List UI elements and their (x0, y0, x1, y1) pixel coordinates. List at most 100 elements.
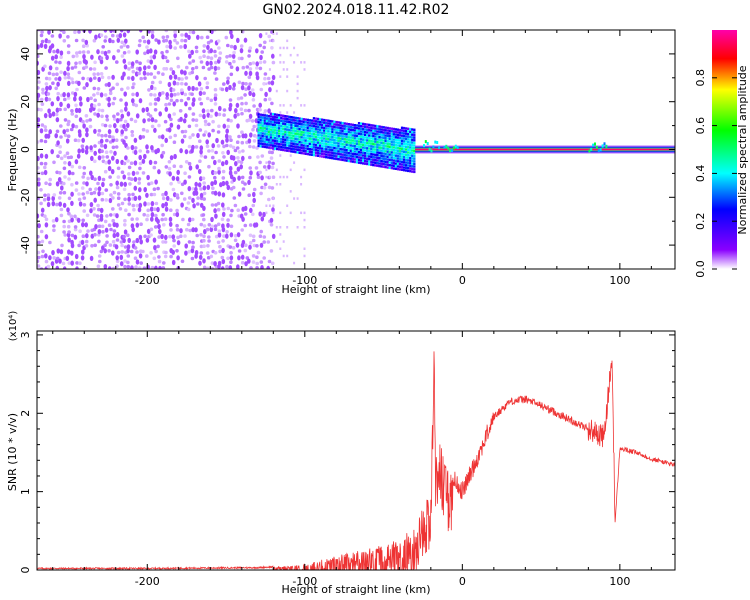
heatmap-cell (267, 128, 271, 131)
heatmap-cell (203, 229, 207, 235)
heatmap-cell (599, 148, 602, 152)
heatmap-cell (398, 147, 402, 150)
heatmap-cell (276, 126, 279, 130)
heatmap-cell (186, 96, 191, 101)
heatmap-cell (341, 143, 344, 146)
heatmap-cell (366, 123, 369, 126)
heatmap-cell (343, 127, 346, 130)
heatmap-cell (206, 184, 211, 190)
heatmap-cell (216, 130, 221, 134)
heatmap-cell (258, 234, 263, 238)
heatmap-cell (269, 120, 273, 123)
heatmap-cell (310, 143, 314, 146)
heatmap-cell (191, 240, 195, 245)
heatmap-cell (108, 91, 113, 96)
heatmap-cell (380, 141, 383, 144)
heatmap-cell (333, 125, 336, 129)
heatmap-cell (109, 227, 113, 232)
heatmap-cell (390, 151, 393, 154)
heatmap-cell (268, 68, 271, 71)
heatmap-cell (333, 139, 336, 142)
heatmap-cell (251, 203, 256, 208)
heatmap-cell (122, 71, 126, 77)
heatmap-cell (96, 112, 100, 118)
heatmap-cell (292, 132, 295, 135)
heatmap-cell (325, 129, 328, 133)
heatmap-cell (380, 125, 383, 129)
heatmap-cell (63, 133, 68, 138)
heatmap-cell (267, 197, 271, 202)
heatmap-cell (138, 202, 143, 208)
heatmap-cell (370, 139, 373, 143)
heatmap-cell (37, 234, 40, 239)
heatmap-cell (335, 152, 338, 155)
heatmap-cell (321, 131, 324, 135)
heatmap-cell (314, 141, 318, 144)
heatmap-cell (262, 165, 267, 169)
heatmap-cell (257, 136, 260, 140)
heatmap-cell (286, 118, 289, 121)
heatmap-cell (296, 143, 299, 146)
heatmap-cell (394, 146, 398, 149)
heatmap-cell (145, 149, 150, 154)
heatmap-cell (224, 86, 229, 92)
heatmap-cell (323, 129, 326, 132)
heatmap-cell (329, 148, 332, 152)
heatmap-cell (398, 144, 402, 147)
heatmap-cell (390, 145, 393, 149)
heatmap-cell (73, 234, 78, 240)
heatmap-cell (58, 258, 62, 264)
heatmap-cell (405, 135, 408, 138)
heatmap-cell (257, 128, 260, 132)
heatmap-cell (386, 166, 389, 169)
heatmap-cell (96, 87, 101, 91)
heatmap-cell (357, 158, 361, 162)
heatmap-cell (279, 175, 282, 179)
heatmap-cell (47, 71, 52, 76)
heatmap-cell (378, 130, 381, 134)
heatmap-cell (48, 129, 52, 135)
heatmap-cell (278, 121, 281, 125)
heatmap-cell (306, 139, 309, 143)
heatmap-cell (261, 129, 264, 132)
heatmap-cell (214, 234, 219, 239)
heatmap-cell (138, 39, 142, 43)
heatmap-cell (380, 154, 383, 158)
heatmap-cell (386, 145, 389, 148)
heatmap-cell (70, 191, 74, 197)
heatmap-cell (214, 77, 219, 81)
heatmap-cell (55, 181, 60, 187)
heatmap-cell (278, 129, 281, 133)
heatmap-cell (351, 144, 354, 148)
heatmap-cell (157, 135, 162, 139)
heatmap-cell (131, 170, 136, 176)
heatmap-cell (213, 227, 218, 232)
heatmap-cell (81, 249, 85, 255)
heatmap-cell (335, 120, 338, 124)
heatmap-cell (374, 135, 377, 138)
heatmap-cell (370, 160, 373, 164)
heatmap-cell (337, 139, 340, 142)
heatmap-cell (372, 148, 375, 151)
heatmap-cell (280, 114, 283, 117)
heatmap-cell (133, 195, 138, 201)
heatmap-cell (131, 203, 136, 208)
heatmap-cell (93, 128, 97, 134)
heatmap-cell (362, 159, 365, 162)
heatmap-cell (293, 46, 296, 50)
heatmap-cell (135, 203, 140, 208)
heatmap-cell (298, 117, 301, 120)
heatmap-cell (142, 212, 146, 217)
heatmap-cell (276, 139, 279, 143)
heatmap-cell (258, 108, 262, 112)
heatmap-cell (259, 118, 262, 122)
heatmap-cell (259, 260, 264, 264)
heatmap-cell (269, 223, 274, 227)
heatmap-cell (77, 165, 82, 170)
heatmap-cell (145, 144, 149, 150)
heatmap-cell (249, 170, 253, 176)
heatmap-cell (382, 147, 385, 150)
heatmap-cell (149, 227, 154, 232)
heatmap-cell (351, 152, 354, 155)
heatmap-cell (335, 123, 338, 126)
